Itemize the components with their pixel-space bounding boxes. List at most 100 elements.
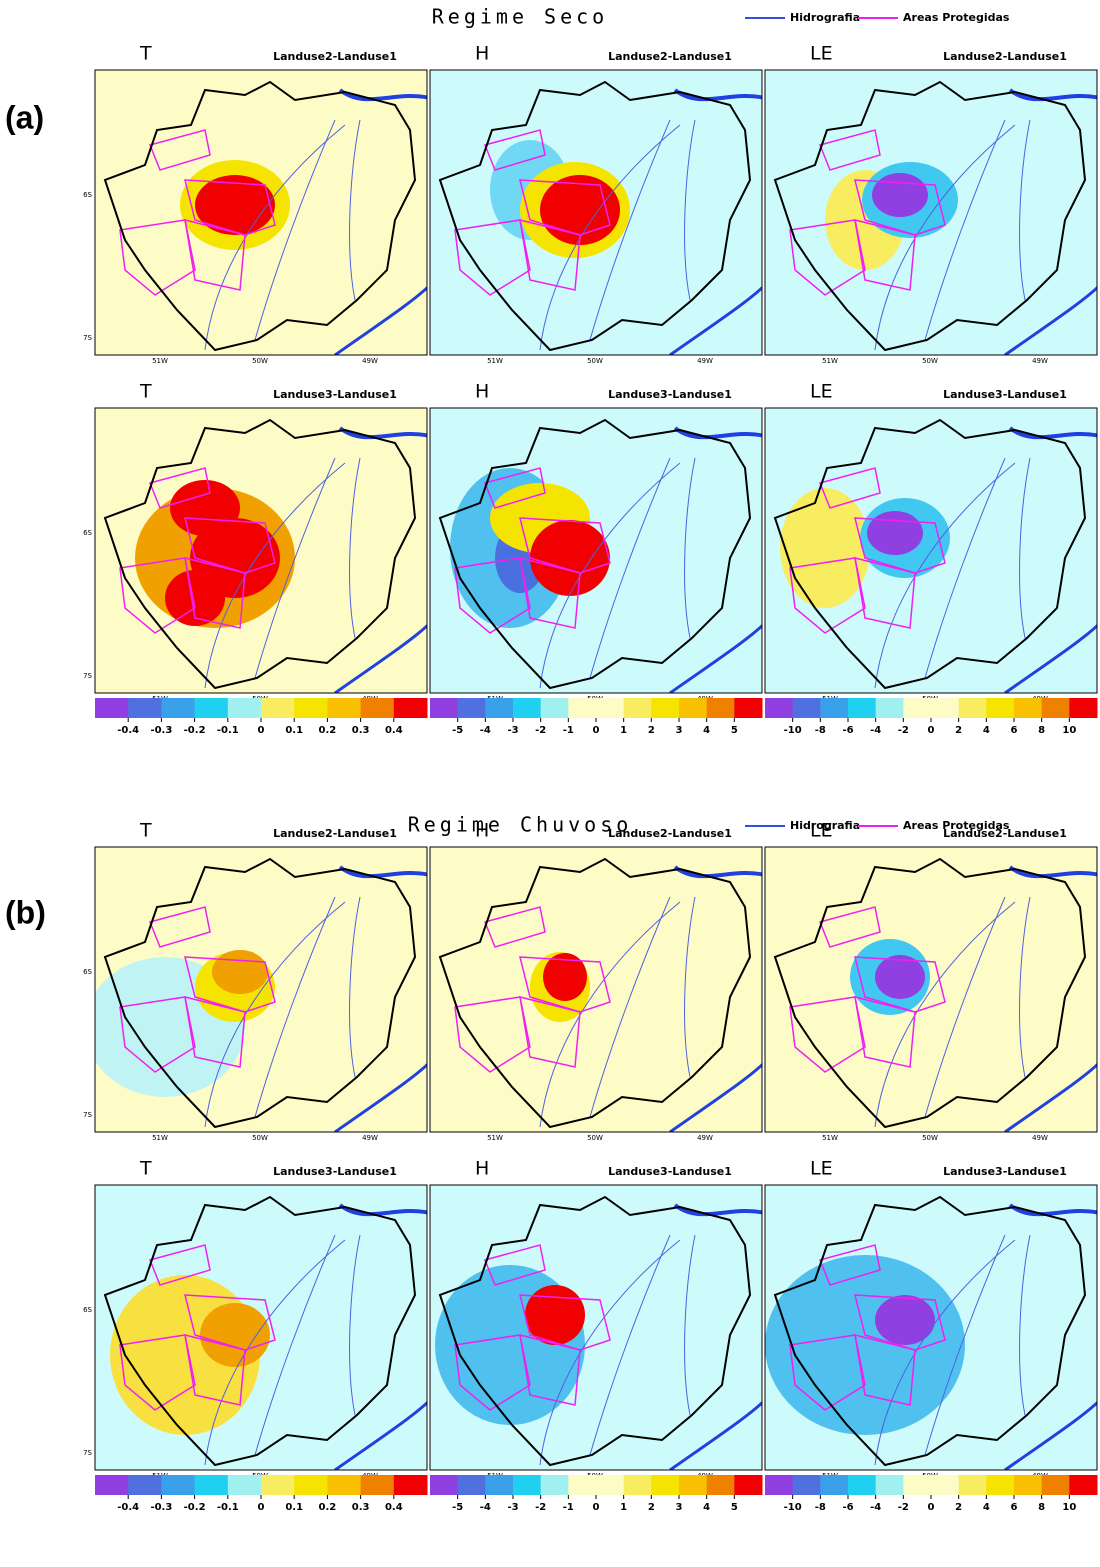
colorbar-box	[327, 1475, 361, 1495]
colorbar-label: 0	[258, 725, 265, 736]
colorbar-label: 0.1	[285, 1502, 303, 1513]
lon-label: 51W	[487, 1134, 503, 1142]
map-panel: 51W50W49W	[765, 1185, 1100, 1480]
colorbar-box	[1042, 698, 1070, 718]
lon-label: 49W	[697, 357, 713, 365]
colorbar-label: 2	[955, 1502, 962, 1513]
colorbar-label: 0.4	[385, 1502, 403, 1513]
colorbar-box	[161, 1475, 195, 1495]
panel-variable: LE	[810, 43, 833, 65]
lon-label: 50W	[922, 357, 938, 365]
colorbar-label: 0.3	[352, 725, 370, 736]
colorbar-label: 0.2	[319, 725, 337, 736]
colorbar-label: 3	[676, 725, 683, 736]
colorbar-box	[765, 698, 793, 718]
map-shading	[867, 511, 923, 555]
lon-label: 49W	[1032, 1134, 1048, 1142]
colorbar-box	[1069, 1475, 1097, 1495]
colorbar-label: -0.2	[184, 1502, 206, 1513]
colorbar-label: -10	[784, 725, 802, 736]
panel-comparison: Landuse2-Landuse1	[943, 50, 1067, 63]
colorbar-box	[596, 698, 624, 718]
colorbar-label: -0.4	[117, 725, 139, 736]
panel-variable: T	[139, 43, 152, 65]
colorbar-box	[458, 698, 486, 718]
colorbar-box	[394, 1475, 428, 1495]
colorbar-box	[959, 1475, 987, 1495]
colorbar-label: -3	[507, 1502, 518, 1513]
colorbar-label: -6	[842, 725, 853, 736]
panel-comparison: Landuse2-Landuse1	[273, 50, 397, 63]
lon-label: 50W	[252, 1134, 268, 1142]
colorbar-box	[430, 698, 458, 718]
colorbar-box	[513, 698, 541, 718]
colorbar-box	[195, 1475, 229, 1495]
colorbar-label: 1	[620, 1502, 627, 1513]
colorbar-box	[959, 698, 987, 718]
colorbar-label: -5	[452, 725, 463, 736]
colorbar-box	[568, 1475, 596, 1495]
colorbar-box	[931, 1475, 959, 1495]
colorbar-box	[513, 1475, 541, 1495]
colorbar-label: 8	[1038, 1502, 1045, 1513]
colorbar-box	[161, 698, 195, 718]
lat-label: 7S	[83, 334, 92, 342]
colorbar-box	[541, 1475, 569, 1495]
colorbar-label: -8	[815, 1502, 826, 1513]
map-panel: 51W50W49W	[430, 70, 765, 365]
panel-variable: LE	[810, 1158, 833, 1180]
colorbar-label: -0.1	[217, 725, 239, 736]
colorbar-label: 4	[983, 1502, 990, 1513]
colorbar-label: 3	[676, 1502, 683, 1513]
lon-label: 49W	[697, 1134, 713, 1142]
colorbar-label: 0.3	[352, 1502, 370, 1513]
colorbar-box	[734, 698, 762, 718]
lon-label: 50W	[587, 357, 603, 365]
colorbar-label: -0.1	[217, 1502, 239, 1513]
colorbar-label: -4	[870, 1502, 881, 1513]
colorbar-box	[568, 698, 596, 718]
colorbar-label: 0	[258, 1502, 265, 1513]
colorbar-label: 10	[1062, 725, 1076, 736]
colorbar-box	[707, 1475, 735, 1495]
colorbar-box	[931, 698, 959, 718]
lat-label: 6S	[83, 1306, 92, 1314]
map-shading	[765, 1255, 965, 1435]
panel-comparison: Landuse3-Landuse1	[273, 388, 397, 401]
colorbar-label: -3	[507, 725, 518, 736]
map-shading	[212, 950, 268, 994]
colorbar-box	[458, 1475, 486, 1495]
colorbar-label: -2	[898, 1502, 909, 1513]
panel-comparison: Landuse2-Landuse1	[943, 827, 1067, 840]
map-shading	[530, 520, 610, 596]
lat-label: 6S	[83, 529, 92, 537]
colorbar-box	[820, 698, 848, 718]
lat-label: 7S	[83, 1449, 92, 1457]
lon-label: 51W	[152, 1134, 168, 1142]
colorbar-box	[1069, 698, 1097, 718]
panel-comparison: Landuse2-Landuse1	[273, 827, 397, 840]
colorbar-label: -1	[563, 1502, 574, 1513]
colorbar-label: -8	[815, 725, 826, 736]
panel-variable: LE	[810, 820, 833, 842]
legend-label: Hidrografia	[790, 11, 860, 24]
colorbar-box	[679, 698, 707, 718]
colorbar-box	[128, 1475, 162, 1495]
colorbar-label: 0	[928, 725, 935, 736]
panel-comparison: Landuse2-Landuse1	[608, 827, 732, 840]
panel-comparison: Landuse3-Landuse1	[608, 388, 732, 401]
map-shading	[200, 1303, 270, 1367]
colorbar-box	[624, 698, 652, 718]
colorbar-label: 0	[928, 1502, 935, 1513]
colorbar-box	[624, 1475, 652, 1495]
map-panel: 51W50W49W	[765, 408, 1100, 703]
colorbar-box	[228, 698, 262, 718]
lat-label: 7S	[83, 672, 92, 680]
colorbar-label: 4	[983, 725, 990, 736]
colorbar-box	[485, 698, 513, 718]
colorbar-box	[294, 1475, 328, 1495]
colorbar-label: 0.2	[319, 1502, 337, 1513]
panel-comparison: Landuse3-Landuse1	[943, 1165, 1067, 1178]
